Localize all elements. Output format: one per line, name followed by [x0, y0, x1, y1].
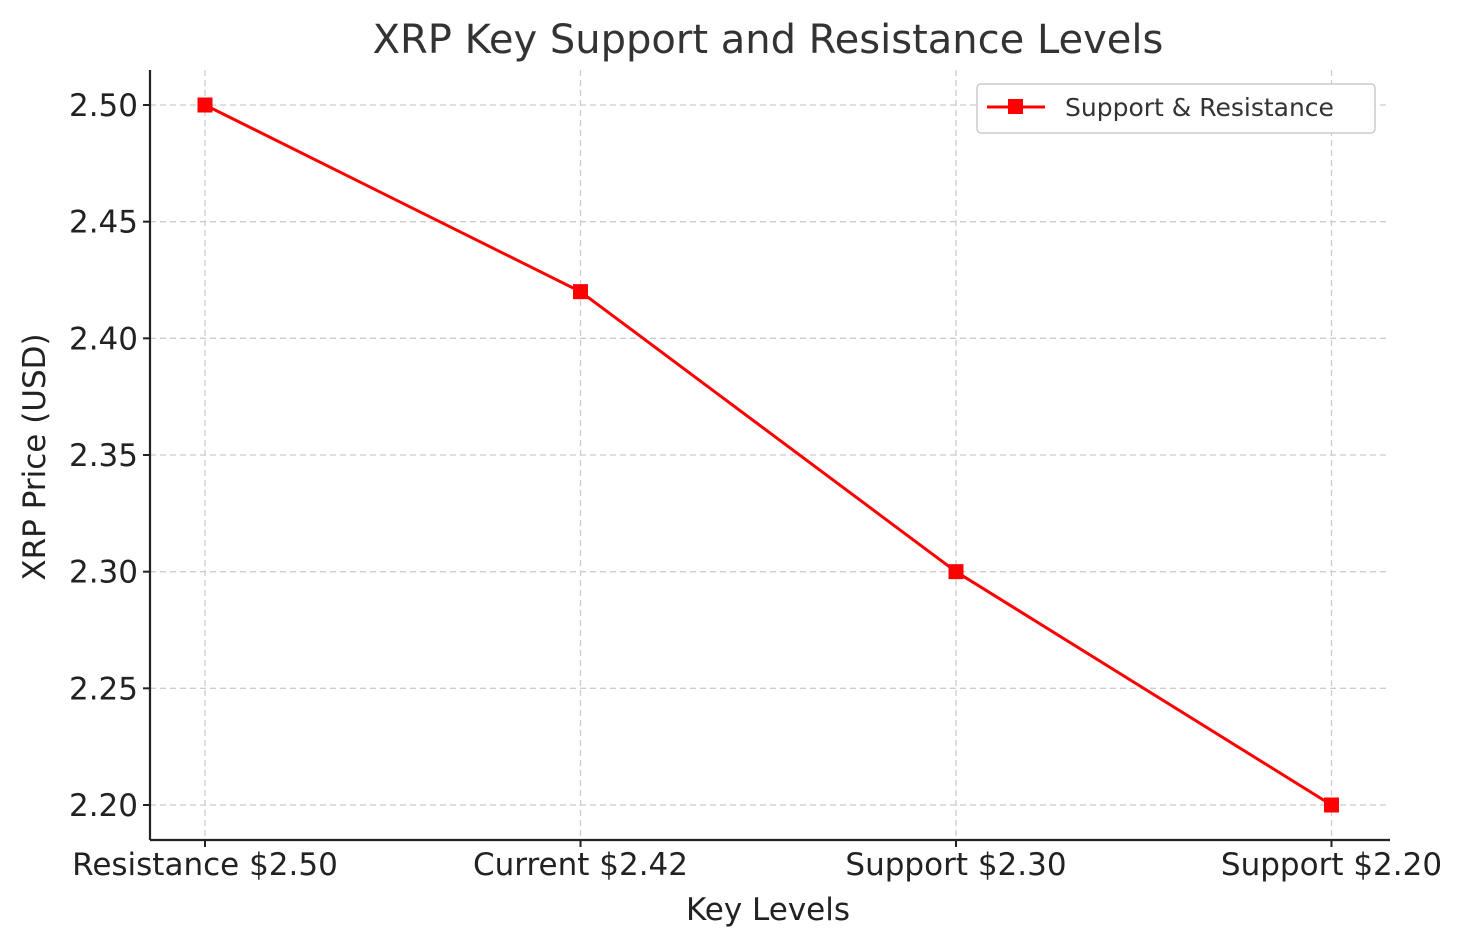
x-tick-label: Support $2.20 — [1221, 847, 1442, 883]
legend: Support & Resistance — [976, 83, 1376, 134]
data-point-marker — [1324, 797, 1339, 813]
ticks: 2.20 2.25 2.30 2.35 2.40 2.45 2.50 Resistance $… — [69, 88, 1442, 883]
data-point-marker — [948, 564, 964, 580]
y-axis-label: XRP Price (USD) — [17, 333, 53, 580]
legend-label: Support & Resistance — [1065, 93, 1334, 122]
y-tick-label: 2.20 — [69, 788, 138, 824]
legend-marker-swatch — [1008, 99, 1023, 114]
series — [197, 97, 1339, 813]
x-axis-label: Key Levels — [686, 892, 850, 928]
x-tick-label: Support $2.30 — [845, 847, 1066, 883]
y-tick-label: 2.40 — [69, 321, 138, 357]
x-tick-label: Resistance $2.50 — [72, 847, 338, 883]
data-point-marker — [573, 284, 588, 300]
data-point-marker — [197, 97, 213, 113]
chart-title: XRP Key Support and Resistance Levels — [373, 17, 1164, 63]
series-line — [204, 103, 1333, 807]
x-tick-label: Current $2.42 — [473, 847, 688, 883]
legend-box — [976, 83, 1376, 134]
y-tick-label: 2.30 — [69, 555, 138, 591]
y-tick-label: 2.35 — [69, 438, 138, 474]
y-tick-label: 2.45 — [69, 205, 138, 241]
y-tick-label: 2.25 — [69, 671, 138, 707]
y-tick-label: 2.50 — [69, 88, 138, 124]
